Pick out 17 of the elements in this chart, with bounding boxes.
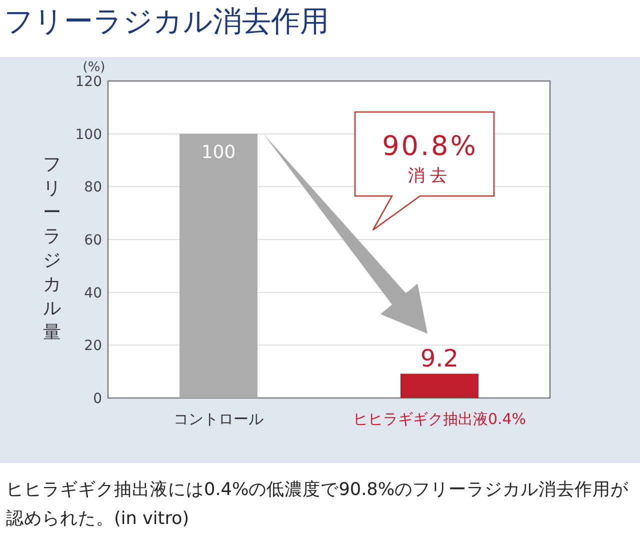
y-tick-label: 100 (75, 126, 102, 143)
x-tick-label: コントロール (174, 410, 264, 428)
y-tick-label: 120 (75, 74, 102, 90)
data-label: 9.2 (420, 344, 459, 373)
y-tick-label: 20 (84, 338, 102, 354)
y-tick-label: 60 (84, 232, 102, 248)
chart-title: フリーラジカル消去作用 (4, 3, 329, 40)
text: (%) (82, 60, 106, 75)
annotation: 消去 (408, 166, 452, 186)
y-tick-label: 40 (84, 285, 102, 302)
data-label: 100 (201, 142, 236, 163)
y-tick-label: 80 (84, 180, 102, 196)
y-tick-label: 0 (93, 391, 102, 407)
text: ヒヒラギギク抽出液には0.4%の低濃度で90.8%のフリーラジカル消去作用が認められた。(in vitro) (6, 479, 630, 531)
x-tick-label: ヒヒラギギク抽出液0.4% (352, 410, 526, 428)
y-axis-title: フリーラジカル量 (43, 154, 61, 343)
annotation: 90.8% (382, 131, 478, 162)
